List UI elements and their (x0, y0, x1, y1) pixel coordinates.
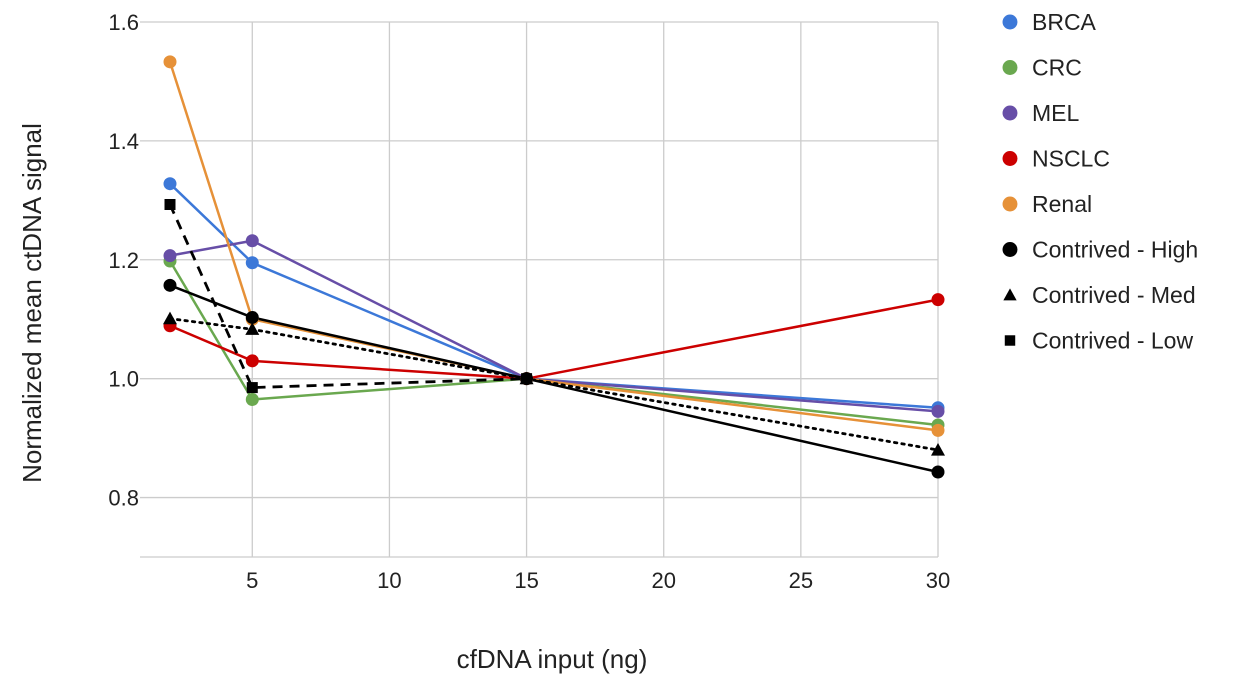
series-line-nsclc (169, 298, 939, 380)
legend-marker-contrived-high (1002, 242, 1018, 257)
x-tick-label: 30 (926, 568, 950, 593)
legend-label-renal: Renal (1032, 191, 1092, 217)
y-tick-label: 1.0 (108, 367, 139, 392)
y-tick-label: 1.4 (108, 129, 139, 154)
legend-label-mel: MEL (1032, 100, 1080, 126)
series-lines (168, 61, 940, 474)
legend: BRCA CRC MEL NSCLC Renal Contrived - High Cont… (1002, 9, 1198, 354)
series-line-brca (169, 182, 939, 410)
data-point-contrived-med (245, 322, 260, 335)
x-tick-label: 25 (789, 568, 813, 593)
legend-label-contrived-high: Contrived - High (1032, 237, 1198, 263)
data-point-contrived-low (164, 198, 176, 210)
data-point-renal (931, 423, 945, 437)
legend-label-contrived-low: Contrived - Low (1032, 328, 1193, 354)
data-point-mel (163, 249, 177, 263)
data-point-contrived-high (245, 310, 259, 324)
x-tick-label: 15 (514, 568, 538, 593)
legend-marker-renal (1002, 196, 1018, 212)
x-axis-title: cfDNA input (ng) (457, 644, 648, 674)
legend-marker-brca (1002, 14, 1018, 30)
legend-label-brca: BRCA (1032, 9, 1097, 35)
y-tick-label: 1.2 (108, 248, 139, 273)
series-markers (163, 55, 945, 479)
data-point-crc (245, 392, 259, 406)
series-line-renal (168, 61, 939, 432)
data-point-renal (163, 55, 177, 69)
legend-marker-contrived-med (1003, 288, 1017, 301)
legend-marker-contrived-low (1004, 335, 1016, 346)
data-point-brca (163, 177, 177, 191)
data-point-contrived-low (246, 382, 258, 394)
y-axis-title: Normalized mean ctDNA signal (17, 123, 47, 483)
data-point-contrived-high (931, 465, 945, 479)
grid (140, 21, 939, 558)
x-tick-label: 20 (651, 568, 675, 593)
data-point-nsclc (245, 354, 259, 368)
legend-label-crc: CRC (1032, 55, 1082, 81)
data-point-contrived-med (931, 443, 945, 456)
tick-labels: 5 10 15 20 25 30 0.8 1.0 1.2 1.4 1.6 (108, 10, 950, 593)
series-line-contrived-med (168, 317, 940, 452)
legend-label-nsclc: NSCLC (1032, 146, 1110, 172)
data-point-brca (245, 256, 259, 270)
data-point-contrived-high (163, 278, 177, 292)
data-point-contrived-low (521, 373, 533, 385)
x-tick-label: 5 (246, 568, 258, 593)
data-point-nsclc (931, 293, 945, 307)
x-tick-label: 10 (377, 568, 401, 593)
series-line-crc (168, 260, 939, 427)
series-line-contrived-high (169, 284, 939, 474)
y-tick-label: 1.6 (108, 10, 139, 35)
data-point-contrived-med (163, 311, 177, 325)
legend-marker-mel (1002, 105, 1018, 121)
series-line-contrived-low (168, 203, 527, 389)
legend-label-contrived-med: Contrived - Med (1032, 282, 1196, 308)
data-point-mel (931, 404, 945, 418)
y-tick-label: 0.8 (108, 486, 139, 511)
data-point-mel (245, 234, 259, 248)
series-line-mel (169, 239, 939, 413)
legend-marker-nsclc (1002, 151, 1018, 166)
legend-marker-crc (1002, 60, 1018, 75)
